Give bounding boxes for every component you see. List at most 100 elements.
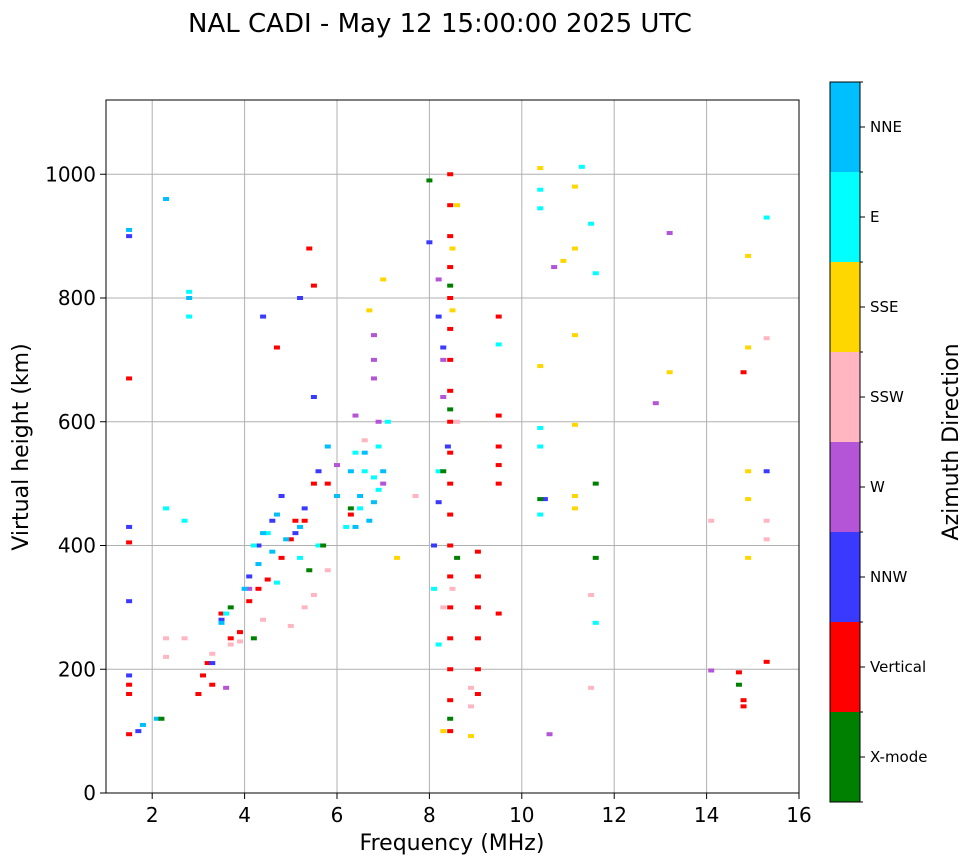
- data-point-nne: [163, 197, 170, 201]
- data-point-vertical: [236, 630, 243, 635]
- colorbar-segment: [830, 712, 860, 802]
- data-point-vertical: [474, 667, 481, 672]
- data-point-e: [578, 164, 585, 169]
- data-point-w: [652, 401, 659, 406]
- data-point-nnw: [126, 524, 133, 529]
- chart-title: NAL CADI - May 12 15:00:00 2025 UTC: [188, 9, 692, 39]
- data-point-e: [763, 215, 770, 220]
- data-point-w: [440, 357, 447, 362]
- data-point-e: [435, 469, 442, 474]
- data-point-w: [223, 685, 230, 690]
- data-point-ssw: [324, 568, 331, 573]
- data-point-nne: [260, 531, 267, 536]
- data-point-vertical: [447, 512, 454, 517]
- colorbar-frame: [829, 81, 861, 803]
- data-point-ssw: [588, 685, 595, 690]
- data-point-nnw: [763, 469, 770, 474]
- data-point-sse: [571, 333, 578, 338]
- colorbar-segment: [830, 352, 860, 442]
- data-point-nnw: [310, 395, 317, 399]
- data-point-x-mode: [227, 605, 234, 610]
- data-point-w: [370, 357, 377, 362]
- data-point-vertical: [495, 314, 502, 319]
- data-point-vertical: [447, 388, 454, 393]
- data-point-nnw: [444, 444, 451, 449]
- data-point-e: [315, 543, 322, 548]
- data-point-e: [588, 221, 595, 226]
- data-point-nnw: [426, 240, 433, 245]
- colorbar-tick-label: NNW: [870, 568, 907, 586]
- y-tick-label: 200: [58, 657, 96, 681]
- data-point-nne: [361, 450, 368, 455]
- data-point-vertical: [447, 419, 454, 424]
- data-point-ssw: [467, 704, 474, 709]
- data-point-sse: [745, 469, 752, 474]
- data-point-ssw: [310, 593, 317, 597]
- data-point-nne: [357, 494, 364, 498]
- data-point-w: [246, 586, 253, 591]
- data-point-nnw: [260, 314, 267, 319]
- data-point-vertical: [447, 172, 454, 177]
- data-point-nnw: [315, 469, 322, 474]
- data-points: [126, 164, 770, 739]
- data-point-x-mode: [592, 555, 599, 560]
- data-point-nne: [273, 512, 280, 517]
- azimuth-colorbar: X-mode Vertical NNW W SSW SSE E NNE: [829, 81, 927, 803]
- data-point-ssw: [236, 639, 243, 644]
- data-point-vertical: [218, 611, 225, 616]
- data-point-ssw: [181, 636, 188, 641]
- data-point-vertical: [474, 574, 481, 579]
- colorbar-segment: [830, 622, 860, 712]
- data-point-vertical: [447, 543, 454, 548]
- data-point-nnw: [135, 729, 142, 734]
- data-point-vertical: [310, 283, 317, 288]
- data-point-nne: [255, 562, 262, 567]
- data-point-e: [343, 524, 350, 529]
- data-point-w: [435, 277, 442, 282]
- data-point-ssw: [301, 605, 308, 610]
- data-point-sse: [571, 506, 578, 511]
- data-point-ssw: [163, 654, 170, 659]
- data-point-sse: [537, 166, 544, 171]
- x-tick-label: 8: [423, 803, 436, 827]
- data-point-vertical: [447, 481, 454, 486]
- data-point-ssw: [412, 494, 419, 498]
- data-point-vertical: [246, 599, 253, 604]
- colorbar-tick-label: Vertical: [870, 658, 926, 676]
- data-point-x-mode: [306, 568, 313, 573]
- colorbar-tick-label: SSE: [870, 298, 899, 316]
- data-point-vertical: [292, 518, 299, 523]
- colorbar-segment: [830, 82, 860, 172]
- data-point-e: [361, 469, 368, 474]
- x-tick-label: 12: [601, 803, 626, 827]
- data-point-nne: [218, 620, 225, 625]
- data-point-sse: [394, 555, 401, 560]
- colorbar-tick-label: E: [870, 208, 879, 226]
- data-point-w: [440, 395, 447, 399]
- data-point-nnw: [255, 543, 262, 548]
- data-point-nnw: [292, 531, 299, 536]
- data-point-nne: [352, 524, 359, 529]
- data-point-w: [375, 419, 382, 424]
- data-point-x-mode: [158, 716, 165, 721]
- data-point-sse: [666, 370, 673, 375]
- data-point-vertical: [447, 729, 454, 734]
- data-point-sse: [745, 253, 752, 258]
- data-point-sse: [380, 277, 387, 282]
- data-point-vertical: [273, 345, 280, 350]
- data-point-sse: [571, 184, 578, 189]
- data-point-x-mode: [440, 469, 447, 474]
- data-point-sse: [571, 422, 578, 427]
- data-point-vertical: [474, 636, 481, 641]
- data-point-e: [435, 642, 442, 647]
- data-point-ssw: [163, 636, 170, 641]
- data-point-w: [708, 668, 715, 673]
- data-point-x-mode: [447, 283, 454, 288]
- data-point-nne: [153, 716, 160, 721]
- data-point-e: [223, 611, 230, 616]
- data-point-e: [384, 419, 391, 424]
- data-point-vertical: [347, 512, 354, 517]
- data-point-w: [666, 231, 673, 236]
- data-point-nnw: [269, 518, 276, 523]
- data-point-nnw: [541, 497, 548, 502]
